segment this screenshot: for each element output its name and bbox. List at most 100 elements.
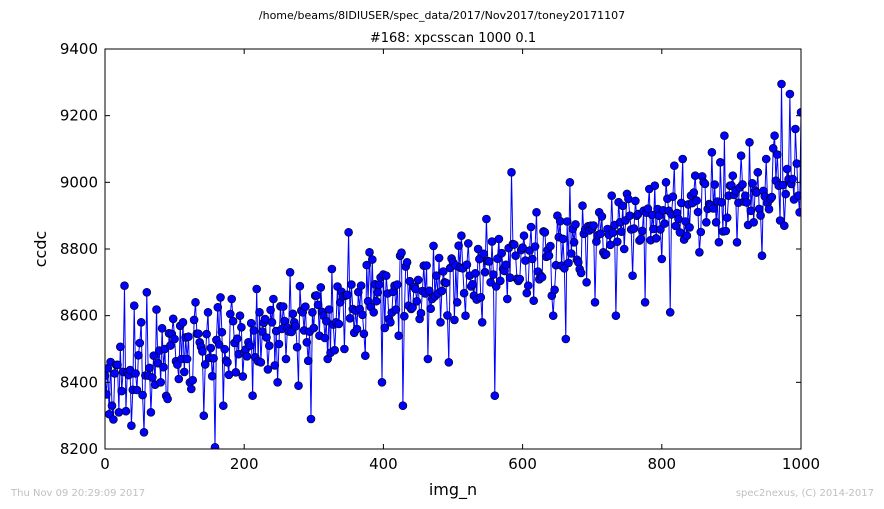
data-point	[347, 280, 356, 289]
data-point	[457, 231, 466, 240]
data-point	[408, 303, 417, 312]
ticks-layer: 0 200 400 600 800 1000 8200 8400 8600 8800 9000 920…	[60, 40, 820, 473]
data-point	[359, 329, 369, 339]
data-point	[657, 254, 667, 264]
data-point	[548, 311, 558, 321]
plot-frame	[104, 48, 802, 450]
data-point	[502, 294, 512, 304]
footer-timestamp: Thu Nov 09 20:29:09 2017	[11, 488, 146, 499]
data-point	[116, 342, 125, 352]
data-point	[628, 271, 637, 281]
data-point	[764, 204, 774, 214]
data-point	[352, 324, 362, 334]
data-point	[753, 168, 763, 177]
data-point	[248, 391, 257, 401]
data-point	[607, 191, 617, 200]
data-point	[262, 333, 271, 342]
data-point	[145, 363, 154, 373]
data-point	[270, 361, 280, 370]
data-point	[589, 221, 598, 230]
data-point	[199, 411, 209, 421]
data-point	[782, 164, 792, 174]
data-point	[757, 251, 767, 260]
data-point	[327, 264, 337, 274]
y-tick-label: 9400	[60, 40, 98, 58]
plot-content	[105, 79, 801, 449]
data-point	[462, 260, 472, 270]
data-point	[501, 260, 511, 270]
x-tick-label: 800	[647, 455, 676, 473]
data-point	[566, 249, 576, 258]
data-point	[373, 287, 383, 297]
data-point	[678, 154, 688, 164]
data-point	[732, 238, 742, 247]
data-point	[358, 310, 367, 320]
data-point	[198, 347, 207, 356]
data-point	[142, 287, 152, 297]
data-point	[374, 280, 384, 290]
data-point	[468, 279, 477, 289]
data-point	[530, 242, 540, 251]
data-point	[565, 178, 575, 187]
data-point	[309, 323, 319, 333]
data-point	[715, 158, 725, 167]
data-point	[340, 344, 349, 354]
data-point	[618, 201, 628, 211]
data-point	[429, 241, 438, 251]
data-point	[223, 357, 232, 367]
data-point	[402, 257, 412, 267]
data-point	[636, 234, 646, 244]
data-point	[288, 309, 298, 319]
data-point	[444, 357, 454, 367]
data-point	[761, 154, 771, 164]
data-point	[217, 327, 227, 337]
data-point	[696, 227, 706, 237]
data-point	[459, 288, 469, 298]
data-point	[412, 296, 422, 306]
data-point	[540, 228, 550, 237]
data-point	[264, 341, 274, 351]
data-point	[188, 375, 197, 385]
data-point	[256, 357, 266, 367]
data-point	[519, 231, 529, 240]
data-point	[669, 161, 679, 170]
data-point	[675, 228, 685, 237]
data-point	[121, 406, 131, 416]
data-point	[571, 220, 580, 229]
data-point	[441, 278, 451, 288]
data-point	[295, 281, 305, 291]
data-point	[537, 272, 547, 282]
data-point	[157, 323, 167, 333]
data-point	[767, 192, 777, 202]
data-point	[416, 308, 426, 318]
data-point	[788, 174, 797, 184]
data-point	[285, 267, 295, 277]
data-point	[611, 311, 621, 321]
data-point	[232, 334, 242, 344]
data-point	[619, 244, 629, 254]
data-point	[308, 307, 317, 317]
data-point	[582, 277, 591, 287]
data-point	[714, 237, 724, 247]
data-point	[745, 138, 754, 147]
data-point	[260, 314, 270, 324]
data-point	[437, 286, 447, 296]
data-point	[479, 249, 488, 259]
y-tick-label: 9200	[60, 107, 98, 125]
data-point	[207, 371, 217, 381]
data-point	[597, 212, 607, 221]
data-point	[380, 323, 390, 333]
data-point	[231, 367, 241, 377]
data-point	[601, 249, 611, 259]
data-point	[219, 401, 228, 411]
data-point	[257, 327, 267, 336]
data-point	[399, 311, 409, 321]
y-tick-label: 8600	[60, 307, 98, 325]
data-point	[226, 309, 235, 319]
data-point	[246, 318, 256, 328]
data-point	[131, 369, 140, 378]
data-point	[791, 124, 800, 134]
data-point	[117, 386, 126, 396]
data-point	[342, 290, 352, 300]
data-point	[685, 223, 694, 232]
